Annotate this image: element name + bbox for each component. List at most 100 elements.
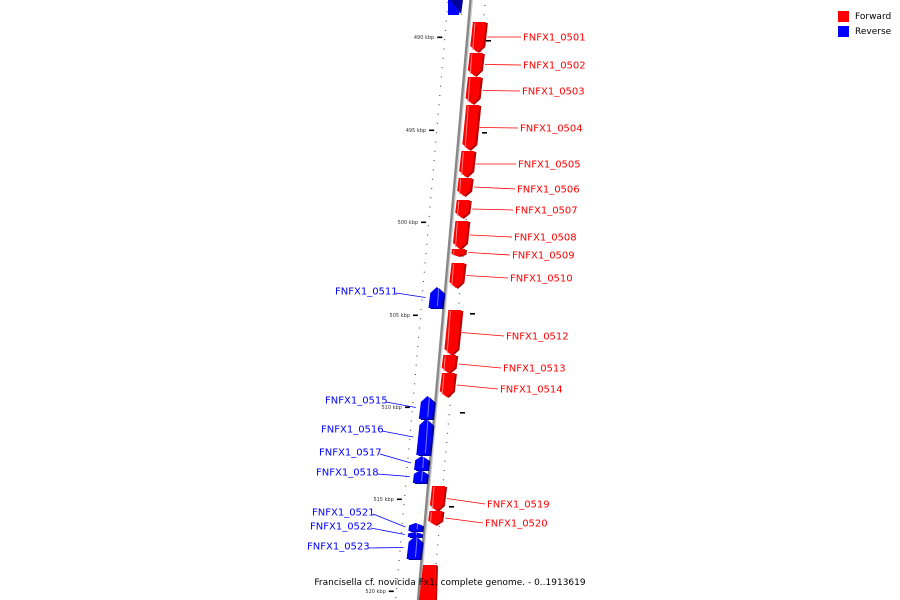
gene-FNFX1_0508[interactable]: FNFX1_0508: [452, 221, 577, 250]
gene-FNFX1_0509[interactable]: FNFX1_0509: [451, 249, 575, 262]
minor-tick-left: [417, 346, 419, 348]
gene-FNFX1_0506[interactable]: FNFX1_0506: [457, 178, 580, 197]
gene-highlight: [458, 178, 462, 195]
gene-FNFX1_0502[interactable]: FNFX1_0502: [467, 53, 586, 77]
gene-FNFX1_0513[interactable]: FNFX1_0513: [441, 355, 566, 375]
minor-tick-left: [419, 318, 421, 320]
gene-label[interactable]: FNFX1_0521: [312, 508, 375, 519]
gene-highlight: [422, 456, 425, 469]
caption-text: Francisella cf. novicida Fx1, complete g…: [314, 578, 586, 588]
gene-label[interactable]: FNFX1_0503: [522, 87, 585, 98]
legend-forward-label: Forward: [855, 11, 892, 22]
gene-leader: [466, 275, 509, 279]
minor-tick-left: [442, 57, 444, 59]
gene-label[interactable]: FNFX1_0505: [518, 160, 581, 171]
tick-label: 520 kbp: [365, 589, 385, 595]
gene-highlight: [461, 151, 464, 176]
minor-tick-left: [407, 457, 409, 459]
gene-FNFX1_0501[interactable]: FNFX1_0501: [470, 22, 586, 53]
major-tick: [486, 40, 491, 42]
minor-tick-right: [449, 404, 451, 406]
tick-label: 490 kbp: [414, 35, 434, 41]
gene-label[interactable]: FNFX1_0507: [515, 206, 578, 217]
gene-arrow[interactable]: [413, 456, 429, 470]
gene-label[interactable]: FNFX1_0515: [325, 396, 388, 407]
gene-label[interactable]: FNFX1_0501: [523, 33, 586, 44]
minor-tick-left: [396, 578, 399, 580]
gene-FNFX1_0511[interactable]: FNFX1_0511: [335, 287, 446, 310]
minor-tick-left: [441, 67, 443, 69]
gene-arrow[interactable]: [407, 532, 422, 537]
gene-arrow[interactable]: [406, 536, 422, 559]
gene-FNFX1_0504[interactable]: FNFX1_0504: [462, 105, 583, 151]
gene-label[interactable]: FNFX1_0512: [506, 332, 569, 343]
gene-arrow[interactable]: [444, 310, 462, 355]
gene-FNFX1_0518[interactable]: FNFX1_0518: [316, 468, 429, 485]
minor-tick-left: [400, 532, 403, 534]
minor-tick-right: [437, 535, 440, 537]
gene-FNFX1_0519[interactable]: FNFX1_0519: [429, 486, 550, 512]
gene-partial-bottom[interactable]: [419, 565, 436, 600]
minor-tick-right: [480, 51, 482, 53]
gene-highlight: [446, 310, 451, 354]
gene-leader: [468, 252, 511, 256]
minor-tick-left: [444, 39, 446, 41]
gene-arrow[interactable]: [412, 470, 427, 483]
gene-FNFX1_0515[interactable]: FNFX1_0515: [325, 396, 436, 421]
gene-label[interactable]: FNFX1_0519: [487, 500, 550, 511]
gene-FNFX1_0516[interactable]: FNFX1_0516: [321, 419, 435, 456]
gene-FNFX1_0521[interactable]: FNFX1_0521: [312, 508, 425, 533]
gene-label[interactable]: FNFX1_0513: [503, 364, 566, 375]
minor-tick-right: [459, 293, 461, 295]
gene-FNFX1_0512[interactable]: FNFX1_0512: [444, 310, 569, 356]
gene-highlight: [457, 200, 460, 217]
minor-tick-right: [450, 395, 452, 397]
gene-label[interactable]: FNFX1_0510: [510, 274, 573, 285]
minor-tick-left: [444, 29, 447, 31]
minor-tick-right: [458, 302, 460, 304]
gene-FNFX1_0523[interactable]: FNFX1_0523: [307, 536, 424, 560]
gene-FNFX1_0505[interactable]: FNFX1_0505: [459, 151, 581, 178]
gene-FNFX1_0517[interactable]: FNFX1_0517: [319, 448, 431, 472]
gene-arrow[interactable]: [416, 419, 433, 455]
gene-label[interactable]: FNFX1_0518: [316, 468, 379, 479]
gene-arrow[interactable]: [451, 249, 466, 256]
minor-tick-left: [411, 411, 413, 413]
gene-label[interactable]: FNFX1_0502: [523, 61, 586, 72]
gene-label[interactable]: FNFX1_0517: [319, 448, 382, 459]
gene-label[interactable]: FNFX1_0504: [520, 124, 583, 135]
gene-label[interactable]: FNFX1_0520: [485, 519, 548, 530]
gene-label[interactable]: FNFX1_0514: [500, 385, 563, 396]
gene-FNFX1_0503[interactable]: FNFX1_0503: [465, 77, 585, 105]
gene-label[interactable]: FNFX1_0523: [307, 542, 370, 553]
gene-label[interactable]: FNFX1_0506: [517, 185, 580, 196]
gene-FNFX1_0522[interactable]: FNFX1_0522: [310, 522, 424, 539]
gene-FNFX1_0520[interactable]: FNFX1_0520: [428, 511, 548, 530]
major-tick: [388, 590, 394, 593]
gene-arrow[interactable]: [428, 511, 443, 525]
gene-label[interactable]: FNFX1_0509: [512, 251, 575, 262]
gene-highlight: [454, 221, 458, 248]
gene-label[interactable]: FNFX1_0516: [321, 425, 384, 436]
gene-FNFX1_0510[interactable]: FNFX1_0510: [449, 263, 573, 289]
minor-tick-left: [431, 188, 433, 189]
gene-label[interactable]: FNFX1_0511: [335, 287, 398, 298]
minor-tick-left: [418, 327, 421, 329]
gene-arrow[interactable]: [428, 287, 444, 308]
gene-label[interactable]: FNFX1_0508: [514, 233, 577, 244]
gene-FNFX1_0507[interactable]: FNFX1_0507: [455, 200, 578, 219]
major-tick: [449, 506, 454, 508]
gene-arrow[interactable]: [418, 396, 434, 419]
minor-tick-left: [413, 383, 416, 385]
minor-tick-left: [416, 355, 418, 357]
minor-tick-left: [398, 560, 400, 561]
minor-tick-left: [426, 243, 428, 245]
gene-arrow[interactable]: [462, 105, 480, 150]
gene-label[interactable]: FNFX1_0522: [310, 522, 373, 533]
gene-arrow[interactable]: [408, 523, 423, 531]
gene-FNFX1_0514[interactable]: FNFX1_0514: [439, 373, 563, 398]
gene-highlight: [469, 53, 473, 75]
minor-tick-left: [403, 504, 405, 506]
minor-tick-left: [402, 513, 404, 515]
